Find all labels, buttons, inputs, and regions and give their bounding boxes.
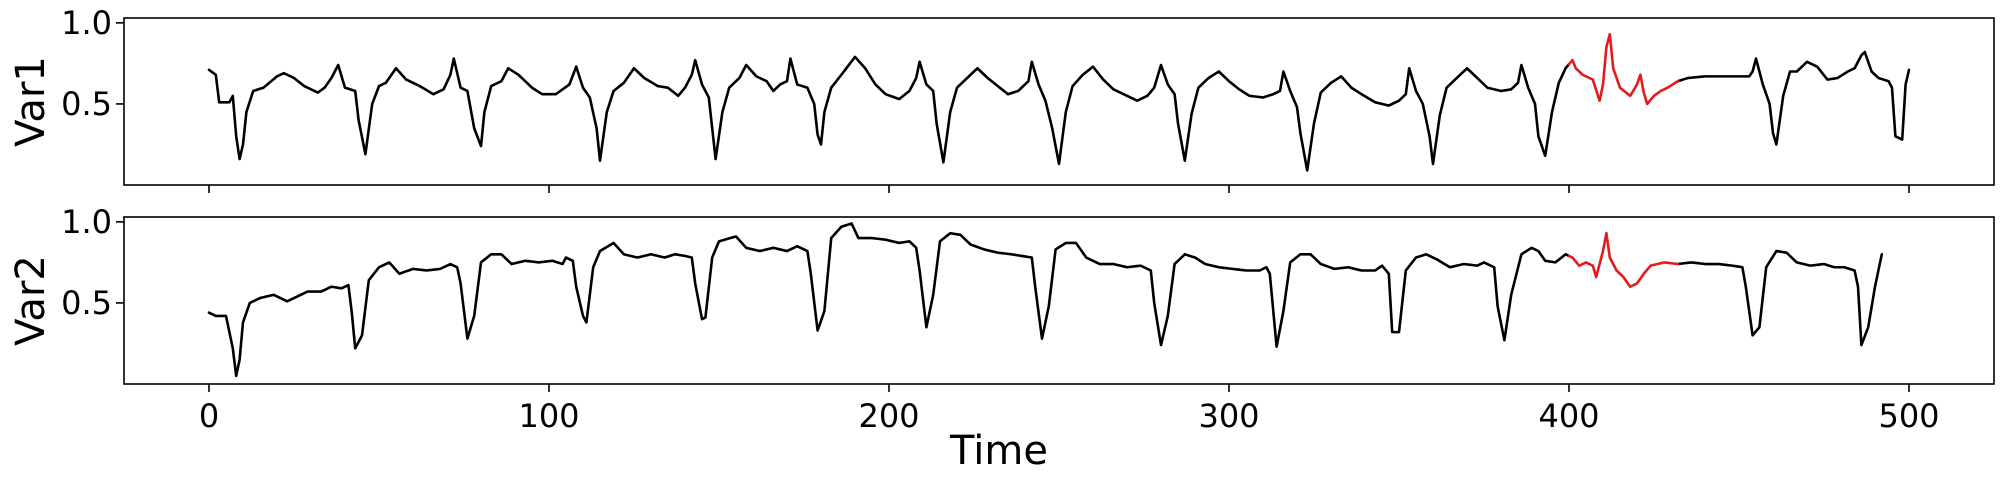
series-line-normal (1676, 50, 1911, 146)
x-tick-label: 300 (1198, 397, 1259, 435)
x-tick-label: 200 (858, 397, 919, 435)
y-tick-label: 0.5 (61, 85, 112, 123)
series-line-normal (207, 222, 1571, 378)
y-tick-label: 1.0 (61, 203, 112, 241)
series-line-normal (207, 55, 1571, 172)
series-line-normal (1676, 249, 1884, 347)
x-tick-label: 100 (518, 397, 579, 435)
x-axis-label: Time (949, 428, 1048, 474)
y-axis-label: Var2 (8, 255, 54, 346)
panel-var2: 0.5 1.0 0 100 200 300 400 500 Var2 (8, 203, 1995, 435)
series-line-anomaly (1567, 231, 1680, 289)
series-line-anomaly (1567, 32, 1680, 106)
x-tick-label: 500 (1878, 397, 1939, 435)
x-tick-label: 0 (199, 397, 219, 435)
y-tick-label: 0.5 (61, 284, 112, 322)
plot-frame (123, 216, 1995, 385)
x-tick-label: 400 (1538, 397, 1599, 435)
plot-frame (123, 17, 1995, 186)
y-axis-label: Var1 (8, 56, 54, 147)
y-tick-label: 1.0 (61, 4, 112, 42)
